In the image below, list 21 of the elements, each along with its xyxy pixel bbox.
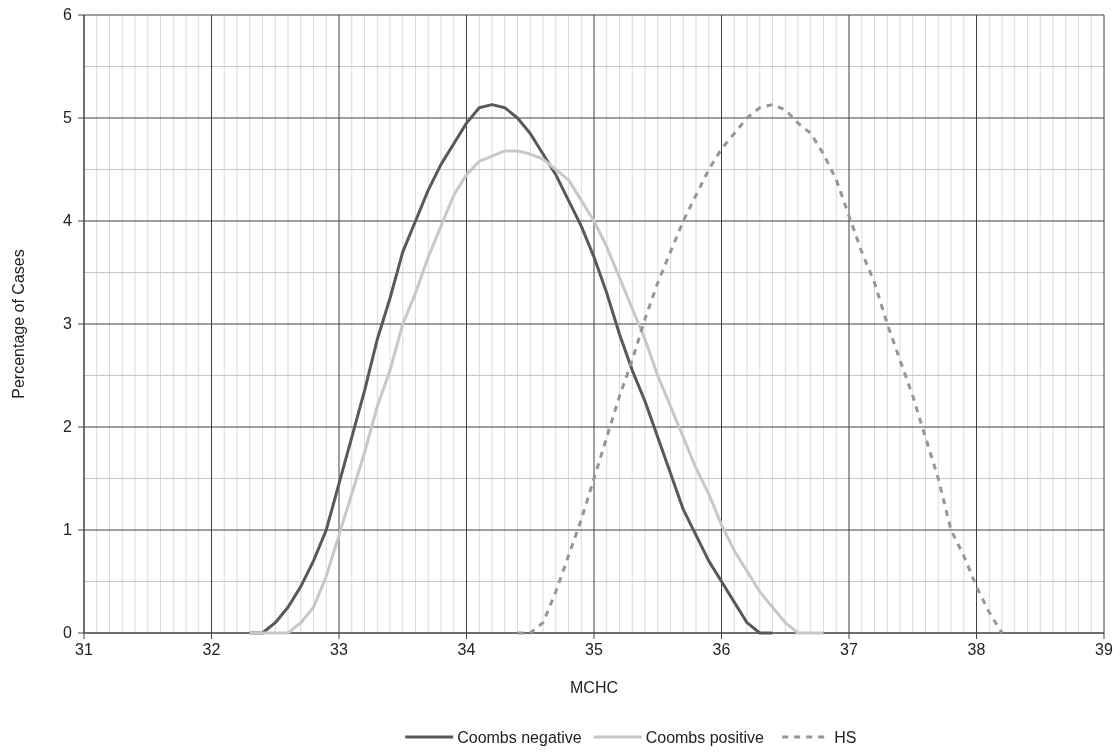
x-tick-label: 33 [330,641,348,658]
x-tick-label: 31 [75,641,93,658]
x-tick-label: 36 [712,641,731,658]
x-tick-label: 32 [202,641,221,658]
legend-label: Coombs positive [645,729,765,746]
y-tick-label: 1 [63,521,73,538]
y-tick-label: 3 [63,315,73,332]
x-tick-label: 37 [840,641,858,658]
y-tick-label: 6 [63,6,73,23]
legend-label: Coombs negative [457,729,582,746]
y-tick-label: 0 [63,624,73,641]
y-tick-label: 2 [63,418,73,435]
x-axis-title: MCHC [570,679,618,696]
x-tick-label: 38 [967,641,986,658]
y-tick-label: 4 [63,212,73,229]
legend-label: HS [834,729,857,746]
x-tick-label: 35 [585,641,603,658]
x-tick-label: 34 [457,641,476,658]
y-tick-label: 5 [63,109,73,126]
x-tick-label: 39 [1095,641,1113,658]
y-axis-title: Percentage of Cases [10,249,27,399]
